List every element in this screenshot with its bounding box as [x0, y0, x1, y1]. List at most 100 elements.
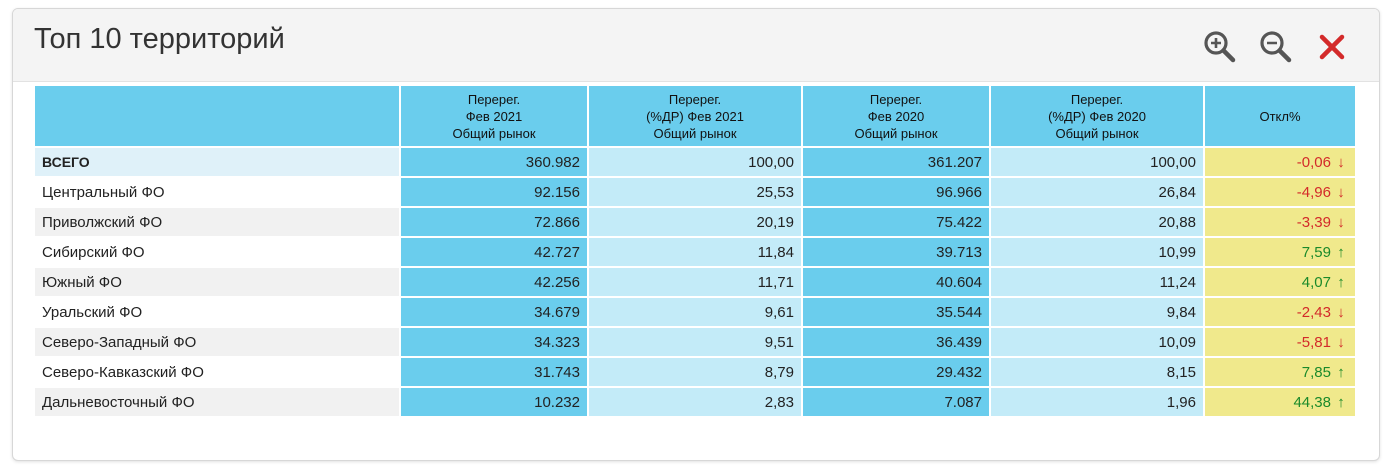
table-row[interactable]: Южный ФО 42.256 11,71 40.604 11,24 4,07 ↑ — [35, 268, 1355, 296]
rereg-pct-feb-2021-cell: 8,79 — [589, 358, 801, 386]
header-line: Фев 2020 — [867, 108, 925, 124]
zoom-out-button[interactable] — [1258, 30, 1294, 64]
header-line: (%ДР) Фев 2020 — [1048, 108, 1146, 124]
territory-name: Дальневосточный ФО — [35, 388, 399, 416]
panel-header: Топ 10 территорий — [13, 9, 1379, 82]
rereg-pct-feb-2021-cell: 11,84 — [589, 238, 801, 266]
rereg-feb-2020-cell: 75.422 — [803, 208, 989, 236]
rereg-feb-2021-cell: 42.727 — [401, 238, 587, 266]
arrow-up-icon: ↑ — [1337, 363, 1345, 381]
rereg-feb-2020-cell: 35.544 — [803, 298, 989, 326]
rereg-feb-2021-cell: 34.323 — [401, 328, 587, 356]
header-line: Общий рынок — [854, 125, 938, 141]
table-row[interactable]: Северо-Кавказский ФО 31.743 8,79 29.432 8,15… — [35, 358, 1355, 386]
table-row[interactable]: Центральный ФО 92.156 25,53 96.966 26,84 -4,9… — [35, 178, 1355, 206]
rereg-pct-feb-2020-cell: 20,88 — [991, 208, 1203, 236]
rereg-pct-feb-2020-cell: 26,84 — [991, 178, 1203, 206]
deviation-cell: 7,85 ↑ — [1205, 358, 1355, 386]
total-row[interactable]: ВСЕГО 360.982 100,00 361.207 100,00 -0,06 ↓ — [35, 148, 1355, 176]
deviation-cell: -4,96 ↓ — [1205, 178, 1355, 206]
rereg-feb-2021-cell: 92.156 — [401, 178, 587, 206]
rereg-pct-feb-2020-cell: 10,99 — [991, 238, 1203, 266]
rereg-feb-2021-cell: 360.982 — [401, 148, 587, 176]
arrow-up-icon: ↑ — [1337, 243, 1345, 261]
table-row[interactable]: Северо-Западный ФО 34.323 9,51 36.439 10,09-… — [35, 328, 1355, 356]
rereg-pct-feb-2020-cell: 100,00 — [991, 148, 1203, 176]
header-line: Фев 2021 — [465, 108, 523, 124]
arrow-down-icon: ↓ — [1337, 213, 1345, 231]
rereg-feb-2021-cell: 31.743 — [401, 358, 587, 386]
territory-name: Сибирский ФО — [35, 238, 399, 266]
table-row[interactable]: Сибирский ФО 42.727 11,84 39.713 10,99 7,59 ↑ — [35, 238, 1355, 266]
arrow-down-icon: ↓ — [1337, 333, 1345, 351]
deviation-value: -2,43 — [1296, 303, 1331, 321]
top-territories-panel: Топ 10 территорий — [12, 8, 1380, 461]
deviation-cell: 7,59 ↑ — [1205, 238, 1355, 266]
zoom-in-button[interactable] — [1202, 30, 1238, 64]
deviation-cell: -2,43 ↓ — [1205, 298, 1355, 326]
rereg-pct-feb-2020-cell: 11,24 — [991, 268, 1203, 296]
header-deviation[interactable]: Откл% — [1205, 86, 1355, 146]
header-rereg-feb-2021[interactable]: Перерег. Фев 2021 Общий рынок — [401, 86, 587, 146]
territory-name: Северо-Кавказский ФО — [35, 358, 399, 386]
header-line: Общий рынок — [1055, 125, 1139, 141]
rereg-pct-feb-2021-cell: 11,71 — [589, 268, 801, 296]
territory-name: Южный ФО — [35, 268, 399, 296]
rereg-feb-2020-cell: 7.087 — [803, 388, 989, 416]
arrow-up-icon: ↑ — [1337, 273, 1345, 291]
table-row[interactable]: Уральский ФО 34.679 9,61 35.544 9,84 -2,43 ↓ — [35, 298, 1355, 326]
table-row[interactable]: Приволжский ФО 72.866 20,19 75.422 20,88 -3,3… — [35, 208, 1355, 236]
zoom-out-icon — [1260, 31, 1292, 63]
rereg-pct-feb-2021-cell: 20,19 — [589, 208, 801, 236]
table-header-row: Перерег. Фев 2021 Общий рынок Перерег. (%ДР… — [35, 86, 1355, 146]
zoom-in-icon — [1204, 31, 1236, 63]
header-line: Перерег. — [869, 91, 923, 107]
rereg-feb-2021-cell: 34.679 — [401, 298, 587, 326]
deviation-value: -5,81 — [1296, 333, 1331, 351]
header-rereg-feb-2020[interactable]: Перерег. Фев 2020 Общий рынок — [803, 86, 989, 146]
header-line: Общий рынок — [653, 125, 737, 141]
header-line: Общий рынок — [452, 125, 536, 141]
rereg-pct-feb-2020-cell: 8,15 — [991, 358, 1203, 386]
arrow-up-icon: ↑ — [1337, 393, 1345, 411]
header-line: Перерег. — [467, 91, 521, 107]
deviation-cell: -0,06 ↓ — [1205, 148, 1355, 176]
header-line: Перерег. — [1070, 91, 1124, 107]
rereg-pct-feb-2020-cell: 9,84 — [991, 298, 1203, 326]
deviation-cell: 4,07 ↑ — [1205, 268, 1355, 296]
territories-table: Перерег. Фев 2021 Общий рынок Перерег. (%ДР… — [33, 84, 1357, 418]
deviation-value: 44,38 — [1293, 393, 1331, 411]
header-territory[interactable] — [35, 86, 399, 146]
rereg-feb-2020-cell: 29.432 — [803, 358, 989, 386]
rereg-pct-feb-2021-cell: 2,83 — [589, 388, 801, 416]
rereg-pct-feb-2020-cell: 1,96 — [991, 388, 1203, 416]
rereg-pct-feb-2020-cell: 10,09 — [991, 328, 1203, 356]
rereg-pct-feb-2021-cell: 9,51 — [589, 328, 801, 356]
arrow-down-icon: ↓ — [1337, 153, 1345, 171]
rereg-feb-2021-cell: 72.866 — [401, 208, 587, 236]
header-line: Перерег. — [668, 91, 722, 107]
deviation-value: -3,39 — [1296, 213, 1331, 231]
deviation-cell: 44,38 ↑ — [1205, 388, 1355, 416]
territory-name: Уральский ФО — [35, 298, 399, 326]
deviation-value: 4,07 — [1301, 273, 1331, 291]
header-line: Откл% — [1259, 108, 1301, 124]
deviation-cell: -5,81 ↓ — [1205, 328, 1355, 356]
rereg-feb-2021-cell: 10.232 — [401, 388, 587, 416]
header-line: (%ДР) Фев 2021 — [646, 108, 744, 124]
deviation-value: 7,59 — [1301, 243, 1331, 261]
territory-name: Приволжский ФО — [35, 208, 399, 236]
header-rereg-pct-feb-2020[interactable]: Перерег. (%ДР) Фев 2020 Общий рынок — [991, 86, 1203, 146]
rereg-pct-feb-2021-cell: 25,53 — [589, 178, 801, 206]
close-icon — [1319, 34, 1345, 60]
header-rereg-pct-feb-2021[interactable]: Перерег. (%ДР) Фев 2021 Общий рынок — [589, 86, 801, 146]
rereg-feb-2020-cell: 96.966 — [803, 178, 989, 206]
territory-name: Северо-Западный ФО — [35, 328, 399, 356]
deviation-value: -4,96 — [1296, 183, 1331, 201]
close-button[interactable] — [1314, 30, 1350, 64]
arrow-down-icon: ↓ — [1337, 183, 1345, 201]
deviation-value: -0,06 — [1296, 153, 1331, 171]
territory-name: Центральный ФО — [35, 178, 399, 206]
table-row[interactable]: Дальневосточный ФО 10.232 2,83 7.087 1,96 44,… — [35, 388, 1355, 416]
rereg-pct-feb-2021-cell: 9,61 — [589, 298, 801, 326]
